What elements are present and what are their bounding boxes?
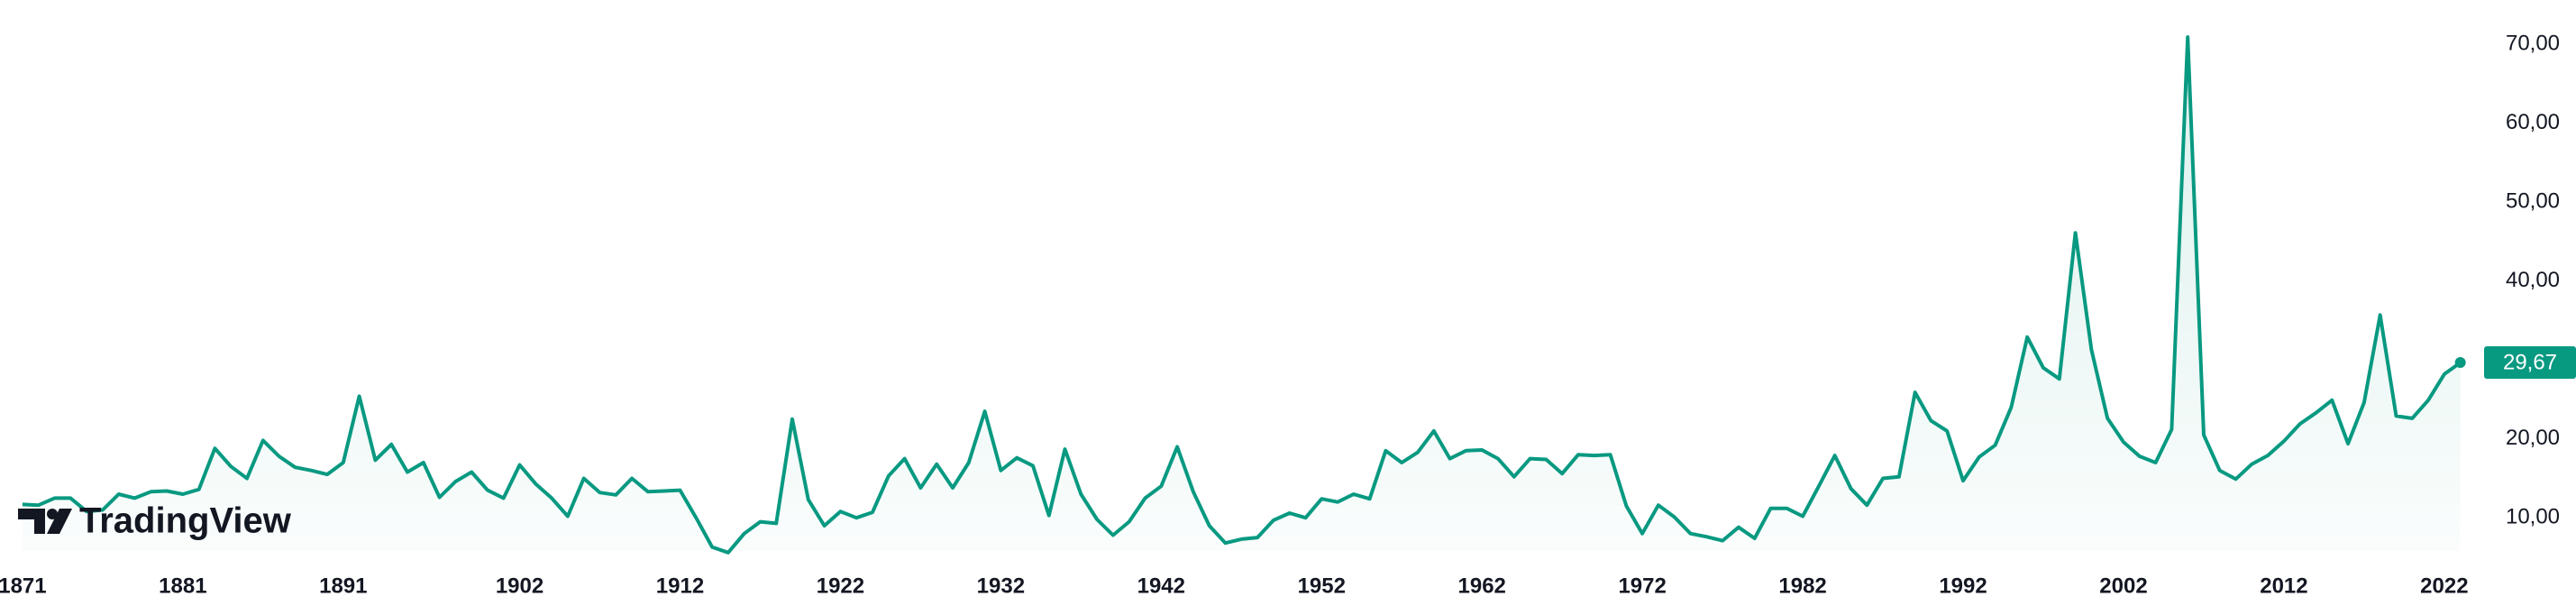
x-tick-label: 1922: [817, 574, 864, 598]
x-tick-label: 1972: [1618, 574, 1666, 598]
y-tick-label: 40,00: [2506, 268, 2560, 292]
logo-icon: [18, 509, 45, 534]
logo-text: TradingView: [79, 501, 292, 541]
last-value-label: 29,67: [2503, 350, 2557, 374]
x-tick-label: 1881: [159, 574, 206, 598]
x-tick-label: 1932: [977, 574, 1025, 598]
y-tick-label: 60,00: [2506, 110, 2560, 134]
x-tick-label: 1942: [1137, 574, 1185, 598]
x-tick-label: 2022: [2420, 574, 2468, 598]
x-tick-label: 2012: [2260, 574, 2307, 598]
y-tick-label: 20,00: [2506, 426, 2560, 450]
last-point: [2454, 357, 2466, 369]
x-tick-label: 1992: [1939, 574, 1987, 598]
y-tick-label: 70,00: [2506, 31, 2560, 55]
logo-icon-slash: [47, 509, 72, 534]
x-tick-label: 1982: [1778, 574, 1826, 598]
area: [22, 37, 2461, 553]
x-tick-label: 1902: [496, 574, 544, 598]
x-tick-label: 1962: [1458, 574, 1506, 598]
logo: TradingView: [18, 501, 292, 541]
x-tick-label: 1891: [319, 574, 367, 598]
x-tick-label: 2002: [2099, 574, 2147, 598]
plot-area: [22, 35, 2466, 555]
x-tick-label: 1871: [0, 574, 47, 598]
x-tick-label: 1912: [656, 574, 704, 598]
line: [22, 35, 2462, 555]
y-tick-label: 10,00: [2506, 505, 2560, 529]
logo-icon-dot: [47, 509, 58, 519]
x-tick-label: 1952: [1298, 574, 1346, 598]
last-value-badge: [2484, 346, 2576, 380]
y-tick-label: 50,00: [2506, 188, 2560, 213]
